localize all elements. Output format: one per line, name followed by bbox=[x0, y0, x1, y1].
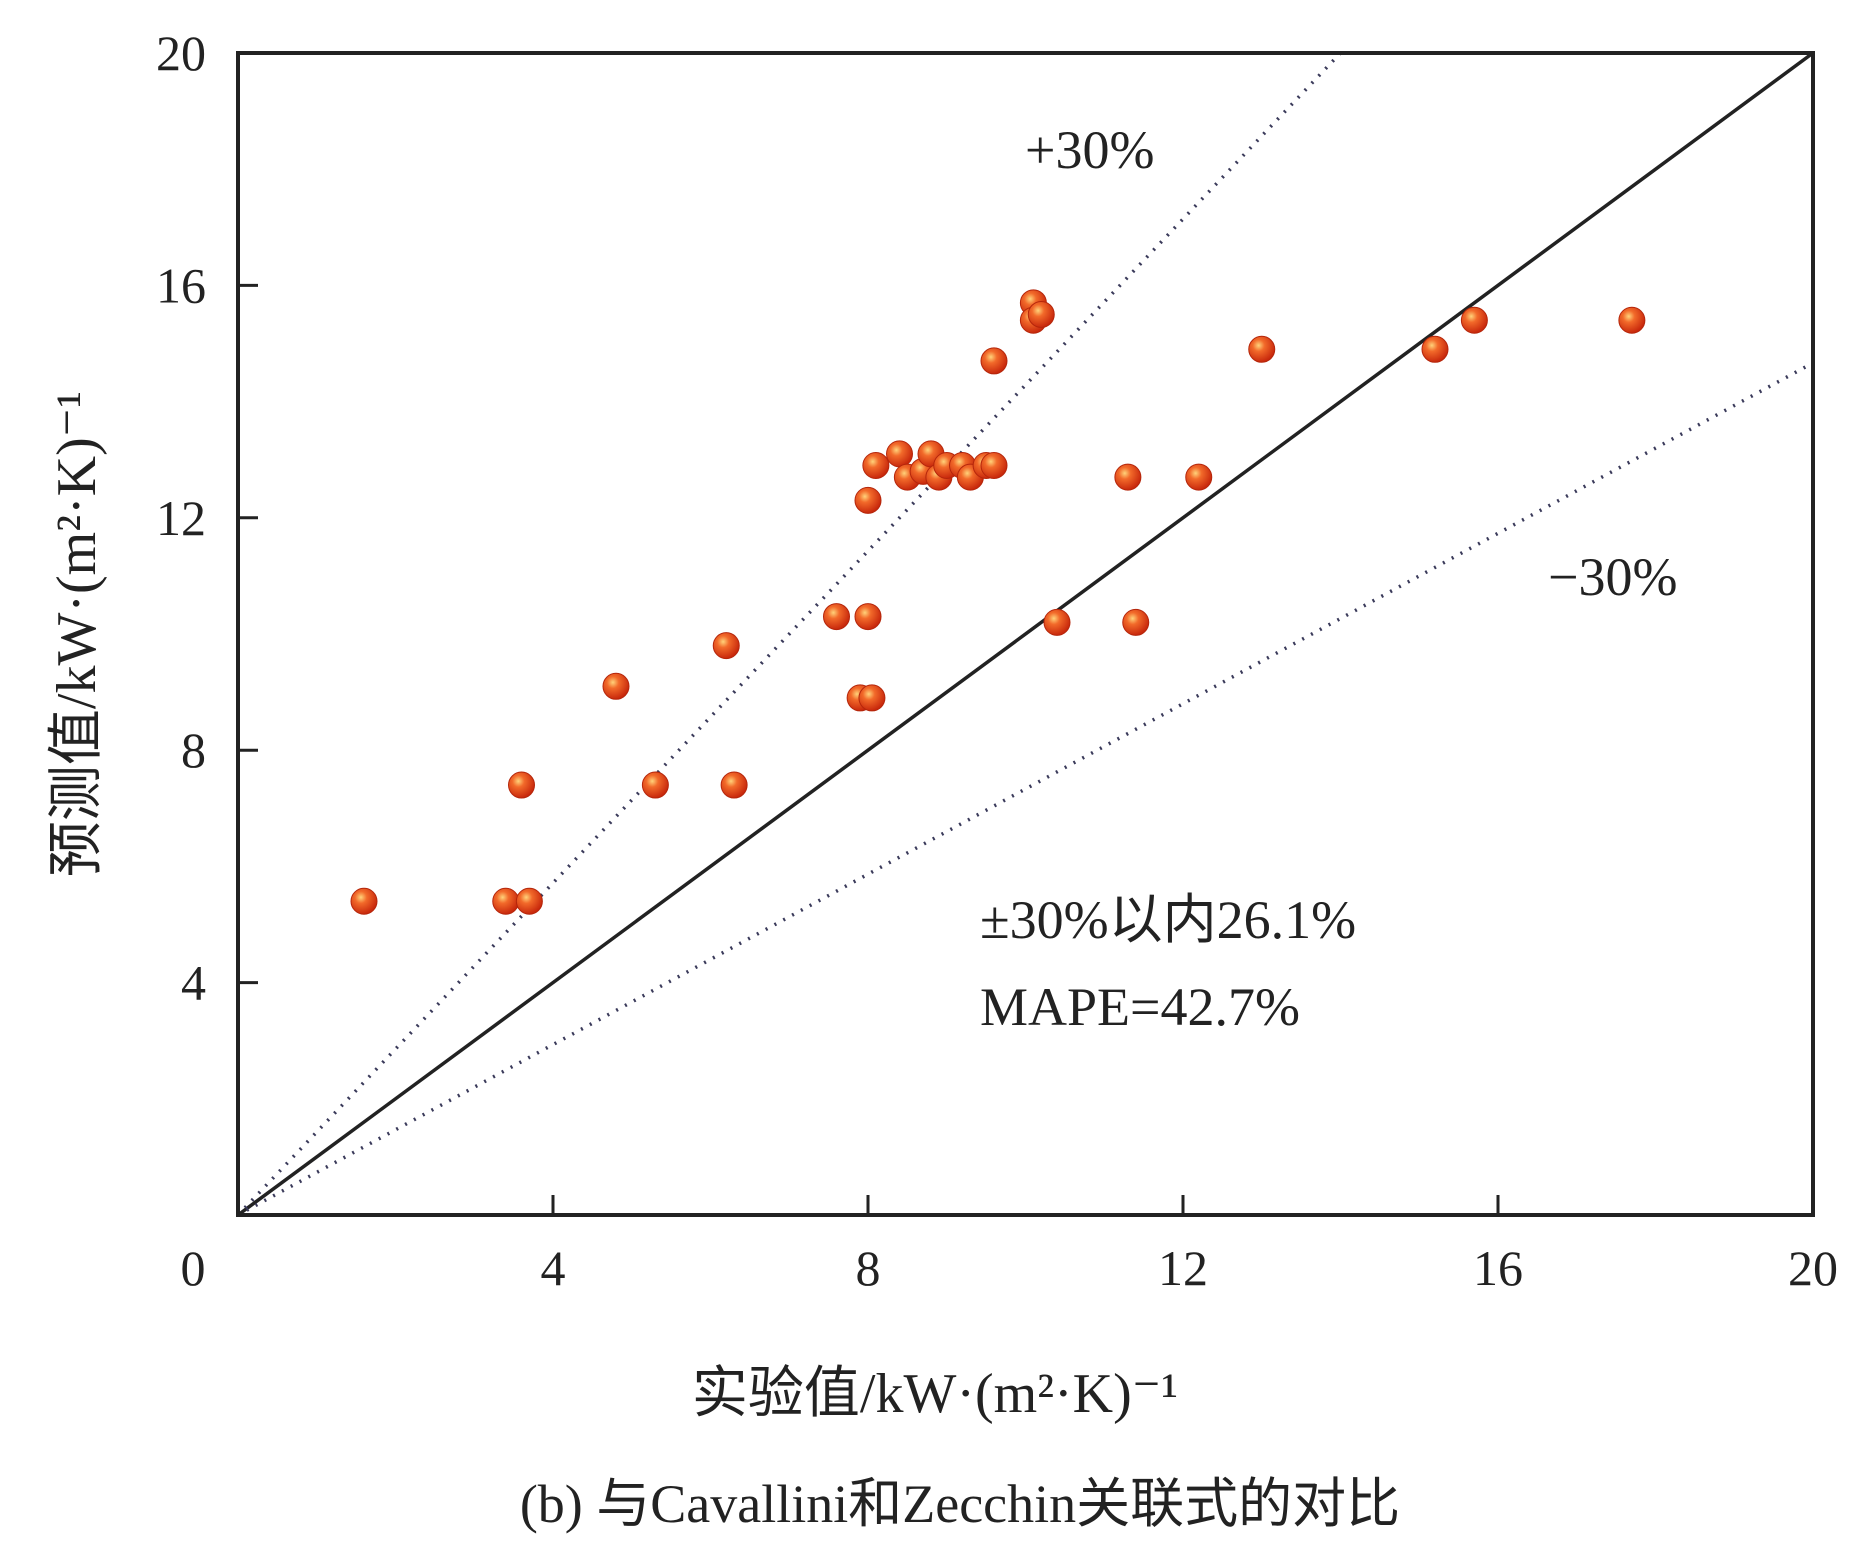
y-ticks: 4 8 12 16 20 bbox=[156, 25, 258, 1011]
x-axis-title: 实验值/kW·(m²·K)⁻¹ bbox=[692, 1363, 1178, 1425]
figure-caption: (b) 与Cavallini和Zecchin关联式的对比 bbox=[520, 1474, 1400, 1534]
data-point bbox=[862, 452, 890, 480]
y-tick-label: 16 bbox=[156, 257, 206, 313]
data-point bbox=[980, 347, 1008, 375]
plus-30-label: +30% bbox=[1025, 120, 1154, 180]
x-tick-label: 20 bbox=[1788, 1240, 1838, 1296]
data-point bbox=[1460, 306, 1488, 334]
x-tick-label: 12 bbox=[1158, 1240, 1208, 1296]
data-point bbox=[1185, 463, 1213, 491]
x-ticks: 0 4 8 12 16 20 bbox=[181, 1195, 1838, 1296]
data-point bbox=[980, 452, 1008, 480]
data-point bbox=[641, 771, 669, 799]
y-tick-label: 12 bbox=[156, 490, 206, 546]
y-axis-title: 预测值/kW·(m²·K)⁻¹ bbox=[46, 391, 108, 877]
data-point bbox=[602, 672, 630, 700]
x-tick-label: 0 bbox=[181, 1240, 206, 1296]
y-tick-label: 4 bbox=[181, 955, 206, 1011]
y-tick-label: 20 bbox=[156, 25, 206, 81]
plus-30-line bbox=[238, 53, 1343, 1215]
x-tick-label: 4 bbox=[541, 1240, 566, 1296]
x-tick-label: 16 bbox=[1473, 1240, 1523, 1296]
data-point bbox=[1122, 608, 1150, 636]
data-point bbox=[823, 603, 850, 631]
data-point bbox=[1114, 463, 1142, 491]
x-tick-label: 8 bbox=[856, 1240, 881, 1296]
data-point bbox=[720, 771, 748, 799]
data-point bbox=[854, 603, 882, 631]
data-points bbox=[350, 289, 1646, 915]
plot-frame bbox=[236, 51, 1815, 1217]
data-point bbox=[1027, 300, 1055, 328]
data-point bbox=[1618, 306, 1646, 334]
data-point bbox=[1421, 335, 1449, 363]
data-point bbox=[712, 632, 740, 660]
data-point bbox=[1248, 335, 1276, 363]
reference-lines bbox=[238, 53, 1813, 1215]
annotation-mape: MAPE=42.7% bbox=[980, 977, 1300, 1037]
minus-30-label: −30% bbox=[1548, 547, 1677, 607]
minus-30-line bbox=[238, 361, 1813, 1215]
data-point bbox=[492, 887, 520, 915]
data-point bbox=[1043, 608, 1071, 636]
data-point bbox=[854, 486, 882, 514]
data-point bbox=[886, 440, 913, 468]
parity-line bbox=[238, 53, 1813, 1215]
y-tick-label: 8 bbox=[181, 722, 206, 778]
annotation-within-30: ±30%以内26.1% bbox=[980, 890, 1356, 950]
data-point bbox=[350, 887, 378, 915]
data-point bbox=[508, 771, 535, 799]
data-point bbox=[515, 887, 543, 915]
data-point bbox=[858, 684, 886, 712]
